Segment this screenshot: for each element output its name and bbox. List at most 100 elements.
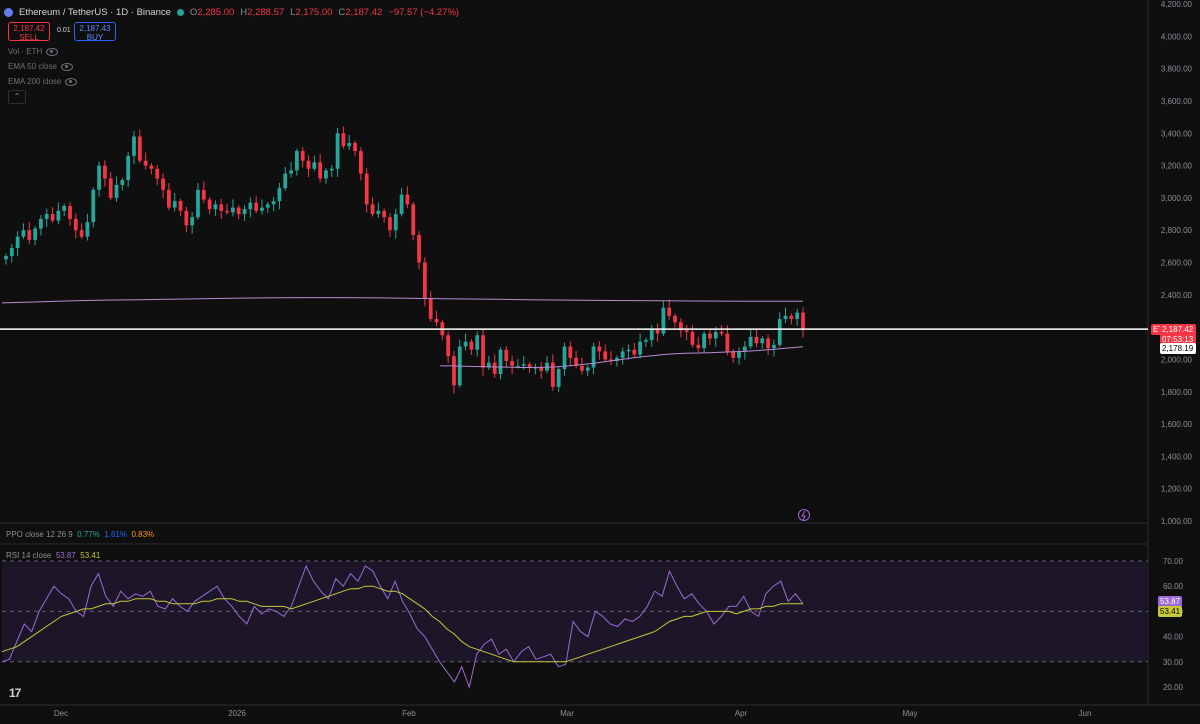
candle-body <box>417 235 421 263</box>
candle-body <box>44 214 49 219</box>
candle-body <box>422 262 427 299</box>
price-axis-tick: 2,800.00 <box>1161 226 1193 235</box>
price-axis-tick: 2,400.00 <box>1161 291 1193 300</box>
eye-icon[interactable] <box>46 47 59 56</box>
candle-body <box>684 330 689 332</box>
eye-icon[interactable] <box>60 62 73 71</box>
candle-body <box>486 362 491 368</box>
candle-body <box>393 214 398 231</box>
candle-body <box>539 367 544 371</box>
candle-body <box>597 346 602 352</box>
candle-body <box>33 228 37 240</box>
candle-body <box>56 210 61 221</box>
collapse-indicators-button[interactable]: ⌃ <box>8 90 26 104</box>
candle-body <box>574 357 579 366</box>
spread-value: 0.01 <box>57 27 71 34</box>
ppo-legend[interactable]: PPO close 12 26 9 0.77% 1.61% 0.83% <box>6 530 154 539</box>
rsi-legend[interactable]: RSI 14 close 53.87 53.41 <box>6 551 100 560</box>
indicator-ema50[interactable]: EMA 50 close <box>8 62 73 71</box>
candle-body <box>673 315 677 323</box>
candle-body <box>149 165 154 169</box>
market-open-icon <box>176 9 184 16</box>
candle-body <box>388 217 392 231</box>
lightning-icon <box>798 509 810 521</box>
candle-body <box>21 230 26 237</box>
indicator-volume[interactable]: Vol · ETH <box>8 47 59 56</box>
candle-body <box>521 364 526 366</box>
candle-body <box>126 155 131 181</box>
high-value: 2,288.57 <box>247 7 285 18</box>
buy-button[interactable]: 2,187.43 BUY <box>74 22 116 42</box>
candle-body <box>754 336 759 344</box>
price-axis-tick: 3,600.00 <box>1161 97 1193 106</box>
candle-body <box>225 210 229 213</box>
candle-body <box>382 210 387 218</box>
candle-body <box>510 361 515 366</box>
candle-body <box>161 178 165 190</box>
ppo-hist-value: 0.83% <box>131 530 155 539</box>
candle-body <box>318 162 323 179</box>
rsi-axis-tick: 70.00 <box>1163 557 1184 566</box>
candle-body <box>731 351 736 358</box>
candle-body <box>143 160 148 166</box>
time-axis-label: Feb <box>402 709 416 718</box>
ema50-line <box>440 346 804 368</box>
candle-body <box>4 256 8 260</box>
price-axis-tick: 3,400.00 <box>1161 129 1193 138</box>
candle-body <box>306 160 311 169</box>
tradingview-logo[interactable]: 17 <box>9 686 21 700</box>
candle-body <box>713 331 718 339</box>
time-axis-label: Apr <box>735 709 748 718</box>
price-axis-tick: 1,400.00 <box>1161 452 1193 461</box>
candle-body <box>399 194 404 215</box>
candle-body <box>353 142 357 152</box>
eye-icon[interactable] <box>65 77 78 86</box>
rsi-axis-tick: 20.00 <box>1163 683 1184 692</box>
candle-body <box>312 162 317 169</box>
candle-body <box>236 207 241 215</box>
candle-body <box>783 315 788 320</box>
candle-body <box>504 349 509 362</box>
open-value: 2,285.00 <box>197 7 235 18</box>
candle-body <box>678 322 683 331</box>
price-axis-tick: 1,800.00 <box>1161 388 1193 397</box>
lightning-bolt <box>801 510 806 521</box>
buy-price: 2,187.43 <box>79 24 111 33</box>
candle-body <box>213 204 218 210</box>
ethereum-logo-icon <box>4 8 13 17</box>
candle-body <box>370 204 375 215</box>
candle-body <box>230 207 235 213</box>
candle-body <box>114 184 119 198</box>
candle-body <box>294 151 299 171</box>
candle-body <box>207 199 212 210</box>
candle-body <box>277 188 282 202</box>
candle-body <box>166 189 171 208</box>
candle-body <box>452 356 456 386</box>
candle-body <box>585 367 590 371</box>
close-label: C <box>338 7 346 18</box>
symbol-title[interactable]: Ethereum / TetherUS · 1D · Binance <box>19 7 171 18</box>
time-axis-label: Mar <box>560 709 574 718</box>
candle-body <box>9 247 14 257</box>
candle-body <box>85 222 90 237</box>
candle-body <box>196 189 200 218</box>
candle-body <box>777 319 782 345</box>
candle-body <box>469 341 474 350</box>
candle-body <box>265 204 270 208</box>
rsi-ma-value: 53.41 <box>80 551 101 560</box>
candle-body <box>428 298 433 320</box>
low-label: L <box>290 7 296 18</box>
candle-body <box>772 344 776 349</box>
candle-body <box>638 341 643 355</box>
buy-label: BUY <box>86 33 104 42</box>
candle-body <box>120 180 125 185</box>
candle-body <box>708 333 712 339</box>
sell-button[interactable]: 2,187.42 SELL <box>8 22 50 42</box>
price-axis-tick: 3,800.00 <box>1161 65 1193 74</box>
rsi-ma-tag: 53.41 <box>1158 606 1183 617</box>
candle-body <box>527 364 532 368</box>
time-axis-label: May <box>902 709 917 718</box>
indicator-ema200[interactable]: EMA 200 close <box>8 77 78 86</box>
candle-body <box>667 307 672 316</box>
